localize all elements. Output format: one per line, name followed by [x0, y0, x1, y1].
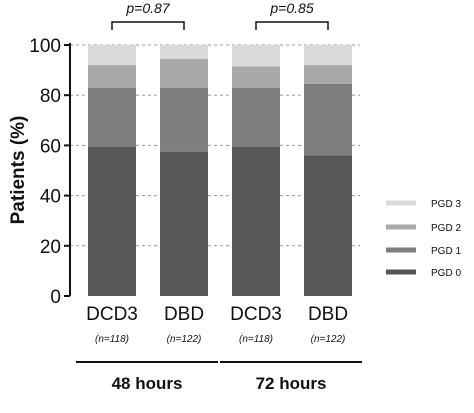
legend-label: PGD 0 — [431, 268, 461, 279]
p-value-label: p=0.85 — [269, 0, 313, 16]
bar-segment — [160, 87, 208, 152]
x-category-label: DBD — [308, 304, 348, 325]
bar-segment — [88, 65, 136, 88]
group-labels: 48 hours p=0.87 72 hours p=0.85 — [76, 0, 362, 393]
y-tick-label: 0 — [50, 287, 61, 308]
bar-segment — [88, 87, 136, 147]
group-label: 48 hours — [112, 374, 183, 393]
category-labels: DCD3 (n=118) DBD (n=122) DCD3 (n=118) DBD (n=12… — [86, 304, 348, 345]
y-tick-label: 60 — [40, 136, 61, 157]
legend-label: PGD 3 — [431, 199, 461, 210]
y-axis-label: Patients (%) — [8, 116, 29, 225]
bar-segment — [232, 87, 280, 147]
bar-segment — [304, 65, 352, 84]
sample-size-label: (n=118) — [95, 334, 129, 345]
x-category-label: DCD3 — [86, 304, 138, 325]
bar-segment — [160, 58, 208, 88]
legend: PGD 3 PGD 2 PGD 1 PGD 0 — [386, 199, 461, 279]
p-value-bracket — [111, 21, 185, 30]
y-tick-label: 40 — [40, 187, 61, 208]
bar-segment — [232, 66, 280, 88]
bars — [88, 45, 352, 296]
bar-segment — [232, 45, 280, 67]
y-axis: 0 20 40 60 80 100 — [29, 36, 71, 308]
bar-segment — [304, 45, 352, 66]
bar-segment — [232, 146, 280, 296]
y-tick-label: 100 — [29, 36, 61, 57]
bar-segment — [304, 155, 352, 296]
bar-segment — [88, 146, 136, 296]
sample-size-label: (n=122) — [311, 334, 346, 345]
p-value-label: p=0.87 — [125, 0, 170, 16]
legend-label: PGD 2 — [431, 223, 461, 234]
bar-segment — [160, 151, 208, 296]
p-value-bracket — [255, 21, 329, 30]
group-label: 72 hours — [256, 374, 327, 393]
legend-label: PGD 1 — [431, 246, 461, 257]
bar-segment — [88, 45, 136, 66]
bar-segment — [304, 83, 352, 156]
y-tick-label: 20 — [40, 237, 61, 258]
sample-size-label: (n=122) — [167, 334, 202, 345]
bar-segment — [160, 45, 208, 59]
y-tick-label: 80 — [40, 86, 61, 107]
sample-size-label: (n=118) — [239, 334, 273, 345]
x-category-label: DBD — [164, 304, 204, 325]
x-category-label: DCD3 — [230, 304, 282, 325]
